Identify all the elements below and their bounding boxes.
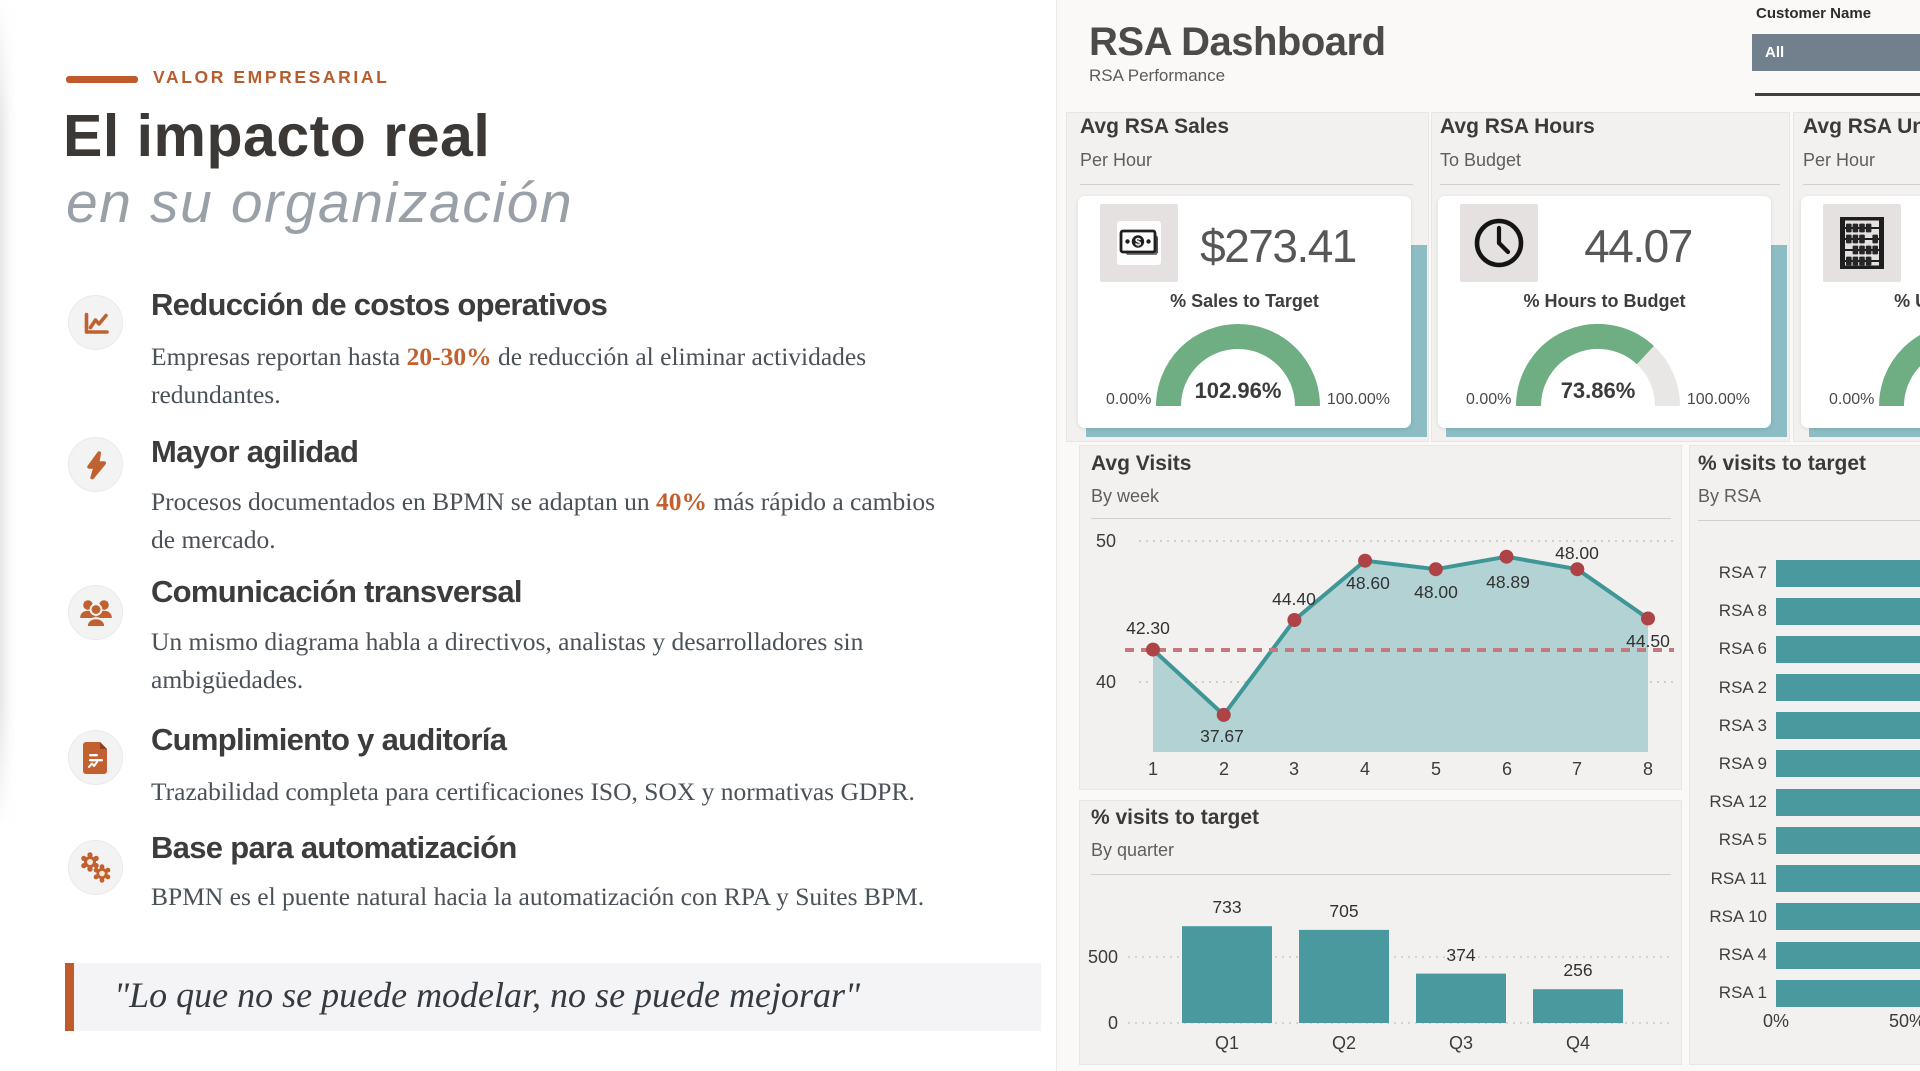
- svg-text:$: $: [1135, 237, 1141, 249]
